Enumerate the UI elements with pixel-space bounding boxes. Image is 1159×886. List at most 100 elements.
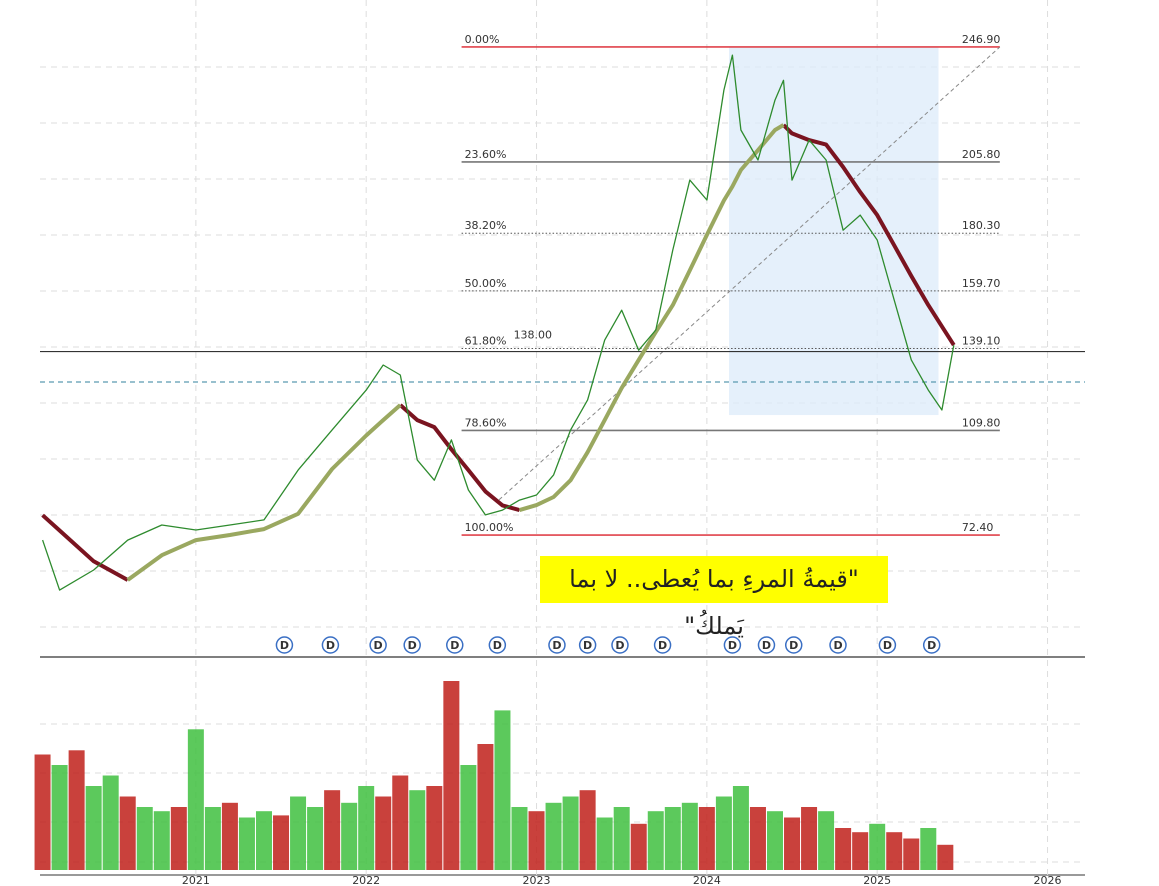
volume-bar: [920, 828, 937, 870]
dividend-marker: D: [446, 636, 464, 654]
fib-value-label: 180.30: [962, 219, 1001, 232]
volume-bar: [784, 817, 801, 870]
dividend-circle: [403, 636, 421, 654]
dividend-marker: D: [757, 636, 776, 654]
fib-value-label: 159.70: [962, 277, 1001, 290]
dividend-circle: [757, 636, 776, 654]
dividend-label: D: [450, 639, 459, 652]
dividend-circle: [548, 636, 566, 654]
volume-bar: [392, 775, 409, 870]
dividend-marker: D: [548, 636, 566, 654]
volume-bar: [613, 807, 630, 870]
volume-bar: [886, 832, 903, 870]
x-tick-label: 2024: [693, 874, 721, 886]
x-tick-label: 2021: [182, 874, 210, 886]
dividend-marker: D: [922, 636, 941, 654]
volume-bar: [630, 823, 647, 870]
volume-bar: [307, 807, 324, 870]
volume-bar: [68, 750, 85, 870]
dividend-label: D: [658, 639, 667, 652]
volume-bar: [715, 796, 732, 870]
dividend-label: D: [927, 639, 936, 652]
dividend-marker: D: [578, 636, 597, 654]
volume-bar: [290, 796, 307, 870]
volume-bar: [119, 796, 136, 870]
dividend-circle: [922, 636, 941, 654]
dividend-label: D: [374, 639, 383, 652]
volume-bar: [426, 786, 443, 870]
fib-ratio-label: 23.60%: [465, 148, 507, 161]
fib-ratio-label: 100.00%: [465, 521, 514, 534]
volume-bar: [494, 710, 511, 870]
fib-ratio-label: 61.80%: [465, 334, 507, 347]
volume-bar: [749, 807, 766, 870]
dividend-circle: [321, 636, 340, 654]
volume-bar: [34, 754, 51, 870]
fib-value-label: 205.80: [962, 148, 1001, 161]
volume-bar: [204, 807, 221, 870]
dividend-label: D: [583, 639, 592, 652]
dividend-label: D: [326, 639, 335, 652]
series-line: [41, 54, 955, 591]
volume-bar: [273, 815, 290, 870]
volume-bar: [835, 828, 852, 870]
quote-box: "قيمةُ المرءِ بما يُعطى.. لا بما يَملكُ": [540, 556, 888, 640]
volume-bar: [477, 744, 494, 870]
dividend-circle: [829, 636, 847, 654]
dividend-label: D: [883, 639, 892, 652]
volume-bar: [460, 765, 477, 870]
dividend-marker: D: [275, 636, 294, 654]
volume-bar: [852, 832, 869, 870]
dividend-label: D: [789, 639, 798, 652]
volume-bar: [443, 681, 460, 870]
dividend-circle: [488, 636, 507, 654]
dividend-marker: D: [784, 636, 803, 654]
fib-ratio-label: 78.60%: [465, 416, 507, 429]
dividend-label: D: [493, 639, 502, 652]
x-tick-label: 2025: [863, 874, 891, 886]
dividend-marker: D: [653, 636, 672, 654]
dividend-circle: [723, 636, 742, 654]
dividend-marker: D: [723, 636, 742, 654]
volume-bar: [238, 817, 255, 870]
x-tick-label: 2022: [352, 874, 380, 886]
volume-bar: [375, 796, 392, 870]
fib-ratio-label: 38.20%: [465, 219, 507, 232]
volume-bar: [528, 811, 545, 870]
volume-bar: [698, 807, 715, 870]
dividend-marker: D: [878, 636, 897, 654]
volume-bar: [341, 802, 358, 870]
dividend-label: D: [728, 639, 737, 652]
dividend-label: D: [762, 639, 771, 652]
dividend-circle: [275, 636, 294, 654]
volume-bar: [903, 838, 920, 870]
volume-bar: [579, 790, 596, 870]
volume-bar: [647, 811, 664, 870]
dividend-marker: D: [369, 636, 387, 654]
dividend-marker: D: [488, 636, 507, 654]
dividend-label: D: [408, 639, 417, 652]
volume-bar: [187, 729, 204, 870]
profile-box: [729, 46, 939, 416]
x-tick-label: 2023: [523, 874, 551, 886]
volume-bar: [85, 786, 102, 870]
dividend-label: D: [552, 639, 561, 652]
reference-label: 138.00: [514, 329, 553, 342]
fib-value-label: 72.40: [962, 521, 994, 534]
fib-ratio-label: 0.00%: [465, 33, 500, 46]
dividend-circle: [611, 636, 629, 654]
volume-bar: [51, 765, 68, 870]
dividend-label: D: [833, 639, 842, 652]
dividend-circle: [446, 636, 464, 654]
volume-bar: [801, 807, 818, 870]
volume-bar: [170, 807, 187, 870]
trend-line: [498, 46, 1001, 501]
volume-bar: [102, 775, 119, 870]
volume-bar: [681, 802, 698, 870]
dividend-marker: D: [611, 636, 629, 654]
fib-value-label: 139.10: [962, 334, 1001, 347]
volume-bar: [562, 796, 579, 870]
volume-bar: [511, 807, 528, 870]
dividend-label: D: [615, 639, 624, 652]
dividend-circle: [369, 636, 387, 654]
